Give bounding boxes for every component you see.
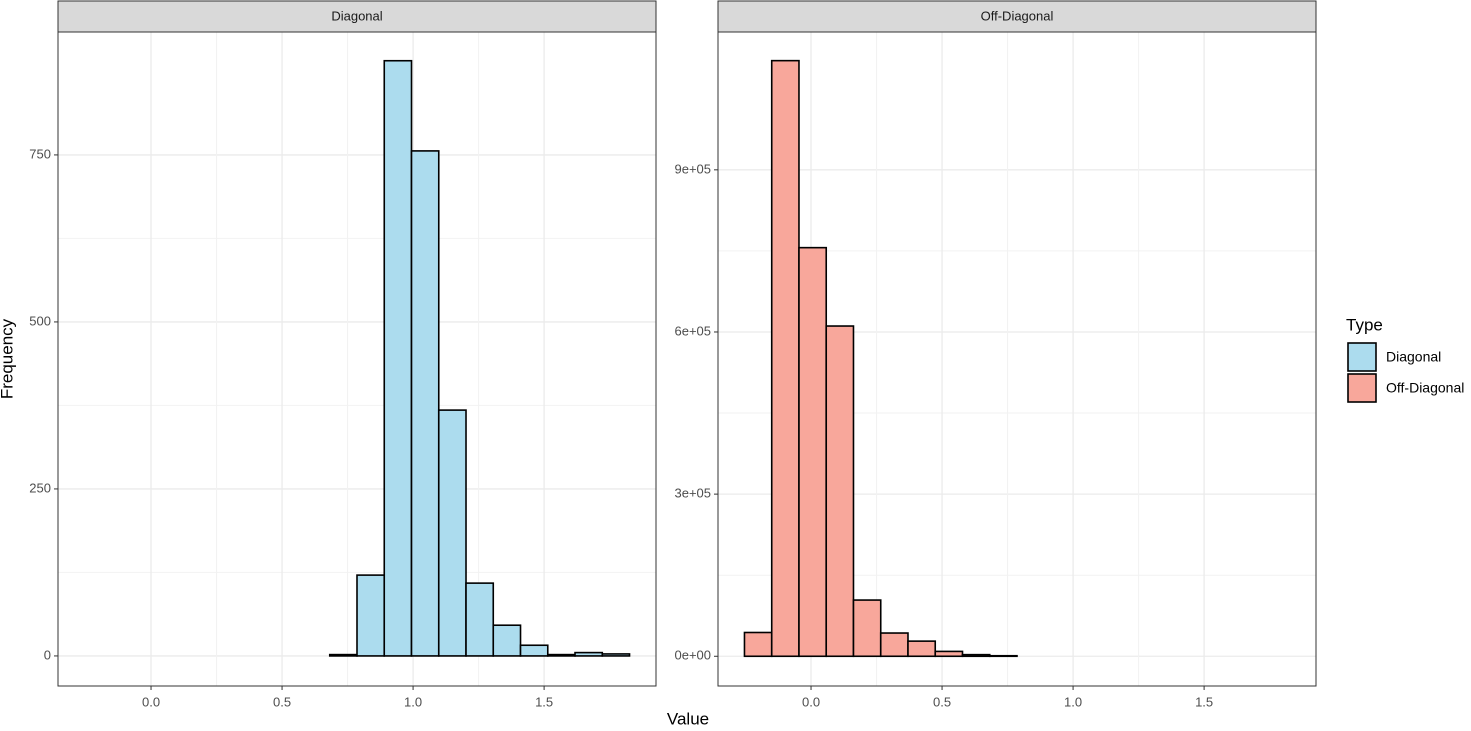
histogram-bar	[465, 582, 495, 657]
x-tick-label: 0.0	[142, 694, 160, 709]
histogram-bar	[879, 632, 909, 658]
legend-key	[1347, 373, 1377, 403]
histogram-bar	[383, 59, 413, 657]
x-tick-label: 0.5	[273, 694, 291, 709]
histogram-bar	[907, 640, 937, 658]
legend-label: Diagonal	[1386, 349, 1441, 365]
histogram-bar	[519, 644, 549, 657]
histogram-bar	[934, 650, 964, 658]
facet-strip	[717, 0, 1317, 33]
histogram-bar	[437, 409, 467, 657]
histogram-bar	[961, 653, 991, 658]
facet-title: Diagonal	[331, 8, 382, 23]
y-tick-label: 9e+05	[674, 161, 711, 176]
x-tick-label: 1.5	[535, 694, 553, 709]
facet-strip	[57, 0, 657, 33]
x-tick-label: 1.5	[1195, 694, 1213, 709]
y-tick-label: 0	[44, 647, 51, 662]
x-tick-label: 0.5	[933, 694, 951, 709]
legend-key	[1347, 342, 1377, 372]
histogram-bar	[410, 150, 440, 657]
y-tick-label: 500	[29, 313, 51, 328]
histogram-bar	[852, 599, 882, 658]
legend-label: Off-Diagonal	[1386, 380, 1464, 396]
legend-title: Type	[1346, 315, 1383, 334]
x-tick-label: 0.0	[802, 694, 820, 709]
y-tick-label: 250	[29, 480, 51, 495]
y-tick-label: 0e+00	[674, 648, 711, 663]
y-tick-label: 3e+05	[674, 486, 711, 501]
histogram-bar	[328, 653, 358, 657]
x-tick-label: 1.0	[1064, 694, 1082, 709]
histogram-bar	[492, 624, 522, 657]
histogram-bar	[798, 246, 828, 658]
y-axis-label: Frequency	[0, 318, 16, 399]
histogram-bar	[988, 654, 1018, 658]
y-tick-label: 750	[29, 146, 51, 161]
histogram-bar	[743, 631, 773, 658]
facet-title: Off-Diagonal	[981, 8, 1054, 23]
y-tick-label: 6e+05	[674, 323, 711, 338]
histogram-bar	[601, 653, 631, 657]
x-tick-label: 1.0	[404, 694, 422, 709]
histogram-bar	[356, 574, 386, 657]
x-axis-label: Value	[667, 709, 709, 728]
histogram-bar	[825, 325, 855, 658]
histogram-bar	[770, 59, 800, 658]
histogram-bar	[546, 653, 576, 657]
histogram-bar	[574, 651, 604, 657]
